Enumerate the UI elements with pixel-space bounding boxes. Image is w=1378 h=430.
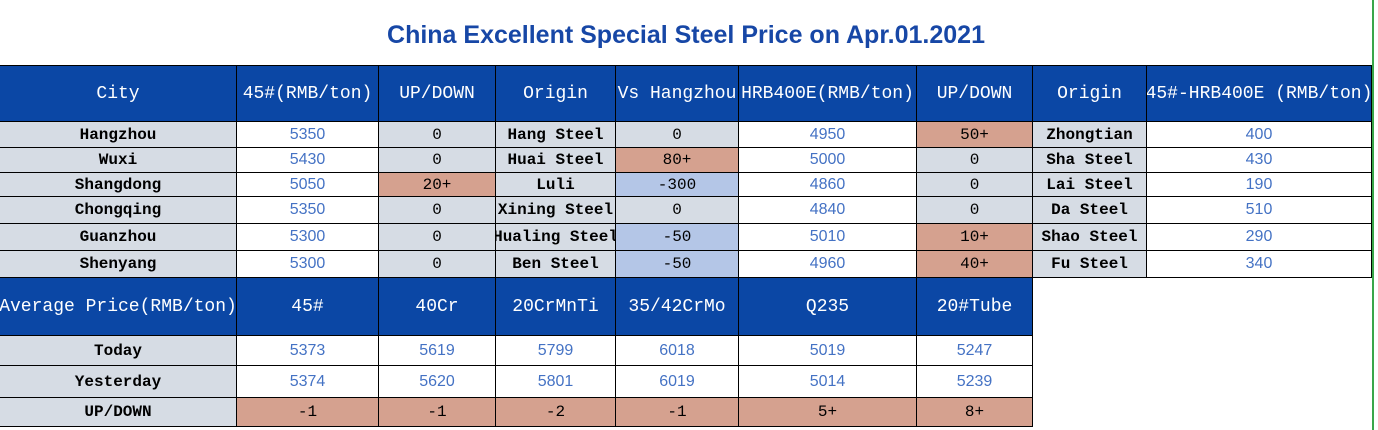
table-cell: 5000 — [739, 148, 917, 173]
table-cell: 0 — [379, 224, 496, 251]
table-cell: 5014 — [739, 366, 917, 398]
table-cell: 0 — [379, 122, 496, 148]
table-cell: Shenyang — [0, 251, 237, 278]
table-cell: 510 — [1147, 197, 1372, 224]
table-cell: 0 — [917, 173, 1033, 197]
table-cell: 5374 — [237, 366, 379, 398]
table-cell: 6018 — [616, 336, 739, 366]
table-cell: 5350 — [237, 197, 379, 224]
table-cell: 20+ — [379, 173, 496, 197]
table-cell: Fu Steel — [1033, 251, 1147, 278]
table-cell: Hangzhou — [0, 122, 237, 148]
table-cell: 0 — [379, 197, 496, 224]
table-cell: 190 — [1147, 173, 1372, 197]
table-cell: 4840 — [739, 197, 917, 224]
column-header: HRB400E(RMB/ton) — [739, 66, 917, 122]
table-cell: 0 — [616, 122, 739, 148]
table-cell: 5300 — [237, 251, 379, 278]
table-cell: Hualing Steel — [496, 224, 616, 251]
table-cell: Yesterday — [0, 366, 237, 398]
column-header: City — [0, 66, 237, 122]
table-cell: -1 — [237, 398, 379, 427]
table-cell: Chongqing — [0, 197, 237, 224]
table-cell: Shao Steel — [1033, 224, 1147, 251]
table-cell: -50 — [616, 224, 739, 251]
table-cell: Da Steel — [1033, 197, 1147, 224]
table-cell: Hang Steel — [496, 122, 616, 148]
table-cell: 5010 — [739, 224, 917, 251]
column-header: Origin — [496, 66, 616, 122]
column-header: Origin — [1033, 66, 1147, 122]
table-cell: Xining Steel — [496, 197, 616, 224]
column-header: UP/DOWN — [917, 66, 1033, 122]
table-cell: 4960 — [739, 251, 917, 278]
table-cell: 6019 — [616, 366, 739, 398]
table-cell: 5239 — [917, 366, 1033, 398]
table-cell: -1 — [616, 398, 739, 427]
table-cell: 40+ — [917, 251, 1033, 278]
table-cell: 5801 — [496, 366, 616, 398]
table-cell: 340 — [1147, 251, 1372, 278]
page-title: China Excellent Special Steel Price on A… — [387, 21, 985, 49]
column-header: 20CrMnTi — [496, 278, 616, 336]
column-header: UP/DOWN — [379, 66, 496, 122]
table-cell: 5247 — [917, 336, 1033, 366]
table-cell: -1 — [379, 398, 496, 427]
table-cell: 5620 — [379, 366, 496, 398]
column-header: Average Price(RMB/ton) — [0, 278, 237, 336]
table-cell: 5430 — [237, 148, 379, 173]
table-cell: Lai Steel — [1033, 173, 1147, 197]
table-cell: 4950 — [739, 122, 917, 148]
table-cell: 5373 — [237, 336, 379, 366]
table-cell: 0 — [379, 251, 496, 278]
table-cell: 400 — [1147, 122, 1372, 148]
table-cell: Shangdong — [0, 173, 237, 197]
table-cell: 5050 — [237, 173, 379, 197]
table-cell: Today — [0, 336, 237, 366]
column-header: 20#Tube — [917, 278, 1033, 336]
column-header: 45#(RMB/ton) — [237, 66, 379, 122]
column-header: 45# — [237, 278, 379, 336]
table-cell: 0 — [616, 197, 739, 224]
column-header: 35/42CrMo — [616, 278, 739, 336]
table-cell: 290 — [1147, 224, 1372, 251]
table-cell: 0 — [917, 148, 1033, 173]
table-cell: -300 — [616, 173, 739, 197]
table-cell: 5+ — [739, 398, 917, 427]
column-header: 45#-HRB400E (RMB/ton) — [1147, 66, 1372, 122]
table-cell: 50+ — [917, 122, 1033, 148]
table-cell: 5799 — [496, 336, 616, 366]
table-cell: 0 — [917, 197, 1033, 224]
table-cell: 5300 — [237, 224, 379, 251]
column-header: Vs Hangzhou — [616, 66, 739, 122]
table-cell: -50 — [616, 251, 739, 278]
table-cell: 5350 — [237, 122, 379, 148]
table-cell: 5019 — [739, 336, 917, 366]
table-cell: Wuxi — [0, 148, 237, 173]
table-cell: 5619 — [379, 336, 496, 366]
table-cell: UP/DOWN — [0, 398, 237, 427]
table-cell: -2 — [496, 398, 616, 427]
table-cell: Sha Steel — [1033, 148, 1147, 173]
column-header: 40Cr — [379, 278, 496, 336]
table-cell: 8+ — [917, 398, 1033, 427]
table-cell: Luli — [496, 173, 616, 197]
table-cell: Ben Steel — [496, 251, 616, 278]
table-cell: 80+ — [616, 148, 739, 173]
table-cell: Huai Steel — [496, 148, 616, 173]
table-cell: 10+ — [917, 224, 1033, 251]
table-cell: 4860 — [739, 173, 917, 197]
table-cell: Zhongtian — [1033, 122, 1147, 148]
column-divider — [1372, 0, 1374, 430]
column-header: Q235 — [739, 278, 917, 336]
table-cell: 430 — [1147, 148, 1372, 173]
table-cell: Guanzhou — [0, 224, 237, 251]
table-cell: 0 — [379, 148, 496, 173]
